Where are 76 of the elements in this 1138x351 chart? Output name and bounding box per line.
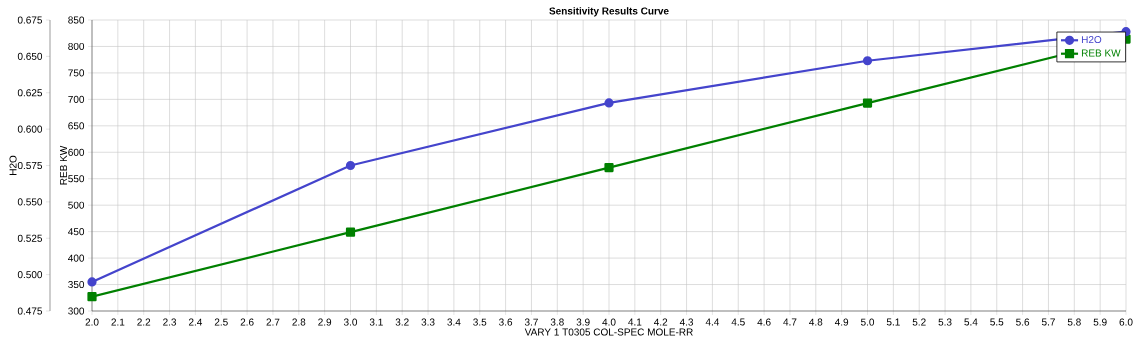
x-tick-label: 4.3 [679,318,694,326]
point [862,98,873,108]
x-tick-label: 2.9 [318,318,332,326]
point [345,227,356,237]
x-tick-label: 4.5 [731,318,745,326]
x-tick-label: 5.1 [886,318,900,326]
x-tick-label: 2.2 [137,318,151,326]
x-tick-label: 3.6 [499,318,513,326]
x-tick-label: 3.5 [473,318,487,326]
x-tick-label: 5.4 [964,318,978,326]
y-tick-label: 0.675 [17,16,43,24]
x-tick-label: 5.2 [912,318,926,326]
x-tick-label: 3.0 [343,318,358,326]
x-tick-label: 2.0 [85,318,99,326]
x-tick-label: 3.7 [524,318,538,326]
x-tick-label: 4.7 [783,318,797,326]
y-tick-label: 0.600 [17,125,43,133]
x-tick-label: 3.2 [395,318,409,326]
x-tick-label: 5.0 [860,318,875,326]
x-tick-label: 3.4 [447,318,461,326]
y-axis-title: H2O [9,155,17,175]
y2-tick-label: 500 [68,201,85,209]
x-tick-label: 3.1 [369,318,383,326]
x-tick-label: 3.3 [421,318,435,326]
point [604,163,614,173]
x-tick-label: 2.1 [111,318,125,326]
x-tick-label: 4.2 [653,318,668,326]
chart-title: Sensitivity Results Curve [549,7,669,17]
x-tick-label: 5.9 [1093,318,1107,326]
y2-tick-label: 300 [68,307,85,315]
x-tick-label: 2.5 [214,318,228,326]
x-tick-label: 4.1 [628,318,642,326]
y2-tick-label: 600 [68,148,85,156]
x-tick-label: 4.8 [809,318,823,326]
x-tick-label: 4.6 [757,318,771,326]
x-tick-label: 2.7 [266,318,280,326]
x-tick-label: 3.9 [576,318,590,326]
x-axis-title: VARY 1 T0305 COL-SPEC MOLE-RR [524,328,693,336]
y2-tick-label: 750 [68,69,85,77]
x-tick-label: 2.4 [188,318,203,326]
x-tick-label: 3.8 [550,318,564,326]
x-tick-label: 5.8 [1067,318,1081,326]
legend-label: H2O [1081,36,1102,44]
y-tick-label: 0.500 [17,271,43,279]
y2-axis-title: REB KW [60,145,67,185]
y-tick-label: 0.625 [17,89,43,97]
y2-tick-label: 800 [68,42,85,50]
x-tick-label: 5.5 [990,318,1004,326]
x-tick-label: 2.8 [292,318,306,326]
y2-tick-label: 700 [68,95,85,103]
point [604,98,614,108]
y2-tick-label: 400 [68,254,85,262]
point [345,160,356,171]
x-tick-label: 5.7 [1041,318,1055,326]
x-tick-label: 5.6 [1016,318,1030,326]
y2-tick-label: 350 [68,281,85,289]
y-tick-label: 0.475 [17,307,43,315]
y2-tick-label: 650 [68,122,85,130]
y-tick-label: 0.650 [17,52,43,60]
point [87,277,97,287]
legend-label: REB KW [1081,49,1121,57]
y-tick-label: 0.575 [17,161,43,170]
y2-tick-label: 550 [68,175,85,183]
x-tick-label: 5.3 [938,318,952,326]
y2-tick-label: 850 [68,16,85,24]
x-tick-label: 4.9 [834,318,849,326]
y2-tick-label: 450 [68,228,85,236]
y-tick-label: 0.525 [17,234,43,242]
x-tick-label: 6.0 [1119,318,1133,326]
x-tick-label: 2.6 [240,318,254,326]
x-tick-label: 2.3 [163,318,177,326]
point [862,56,873,66]
x-tick-label: 4.0 [602,318,616,326]
x-tick-label: 4.4 [705,318,720,326]
point [87,292,97,302]
y-tick-label: 0.550 [17,198,43,206]
